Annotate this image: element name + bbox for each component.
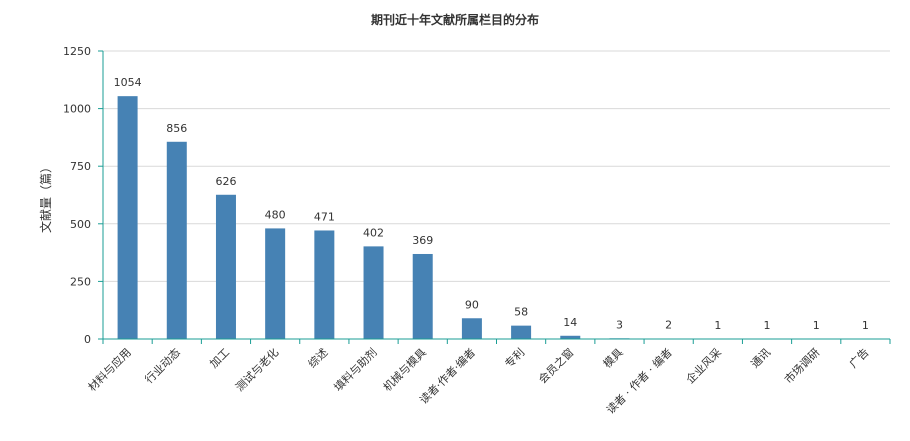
x-tick-label: 广告 <box>847 346 872 371</box>
bar <box>215 194 236 339</box>
y-tick-label: 1000 <box>63 103 91 116</box>
data-label: 1 <box>714 319 721 332</box>
data-labels: 1054 856 626 480 471 402 369 90 58 14 3 2 1 1 1 1 <box>114 76 869 332</box>
x-tick-label: 机械与模具 <box>380 345 429 394</box>
bar <box>511 325 532 339</box>
x-tick-label: 模具 <box>601 346 626 371</box>
bars <box>117 96 876 340</box>
data-label: 14 <box>563 316 577 329</box>
y-axis-label: 文献量（篇） <box>38 161 53 233</box>
y-tick-label: 0 <box>84 333 91 346</box>
x-tick-label: 企业风采 <box>683 345 724 386</box>
bar <box>461 318 482 339</box>
x-tick-label: 会员之窗 <box>535 345 576 386</box>
bar <box>166 141 187 339</box>
x-tick-label: 测试与老化 <box>232 345 281 394</box>
x-tick-label: 市场调研 <box>781 345 822 386</box>
data-label: 90 <box>465 298 479 311</box>
data-label: 58 <box>514 306 528 319</box>
data-label: 471 <box>314 210 335 223</box>
data-label: 1 <box>764 319 771 332</box>
data-label: 1054 <box>114 76 142 89</box>
data-label: 2 <box>665 319 672 332</box>
x-tick-label: 行业动态 <box>143 346 183 386</box>
y-tick-label: 1250 <box>63 45 91 58</box>
data-label: 626 <box>215 175 236 188</box>
bar <box>117 96 138 339</box>
data-label: 3 <box>616 318 623 331</box>
y-tick-label: 250 <box>70 275 91 288</box>
data-label: 480 <box>265 208 286 221</box>
x-tick-label: 综述 <box>305 345 330 370</box>
x-tick-label: 加工 <box>207 346 232 371</box>
y-axis-ticks: 0 250 500 750 1000 1250 <box>63 45 103 346</box>
axes <box>102 51 890 340</box>
x-tick-label: 填料与助剂 <box>331 345 380 394</box>
data-label: 1 <box>862 319 869 332</box>
x-tick-label: 专利 <box>502 345 527 370</box>
chart-title: 期刊近十年文献所属栏目的分布 <box>371 12 539 27</box>
data-label: 856 <box>166 122 187 135</box>
data-label: 1 <box>813 319 820 332</box>
bar <box>363 246 384 339</box>
bar <box>314 230 335 339</box>
bar <box>560 335 581 339</box>
y-tick-label: 750 <box>70 160 91 173</box>
bar <box>265 228 286 339</box>
data-label: 369 <box>412 234 433 247</box>
y-tick-label: 500 <box>70 218 91 231</box>
x-tick-label: 通讯 <box>748 346 773 371</box>
bar <box>412 253 433 339</box>
x-tick-label: 材料与应用 <box>85 345 134 394</box>
data-label: 402 <box>363 226 384 239</box>
